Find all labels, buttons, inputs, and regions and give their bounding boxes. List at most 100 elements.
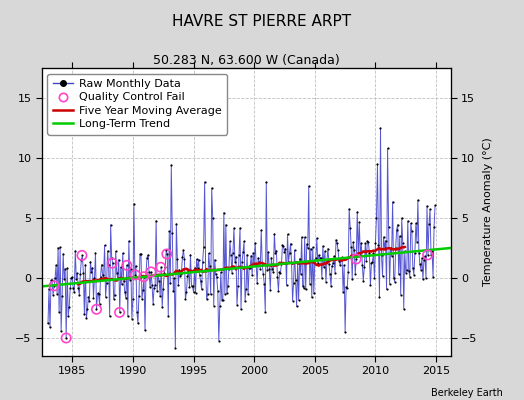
Point — [377, 252, 386, 258]
Point — [158, 304, 167, 310]
Point — [215, 303, 224, 309]
Point — [73, 270, 82, 276]
Point — [399, 240, 407, 246]
Point — [56, 244, 64, 250]
Point — [83, 306, 92, 312]
Point — [338, 254, 346, 260]
Point — [298, 234, 306, 240]
Point — [268, 266, 277, 272]
Point — [155, 278, 163, 284]
Point — [91, 250, 100, 256]
Point — [184, 268, 193, 274]
Point — [422, 275, 430, 281]
Point — [327, 283, 335, 289]
Point — [412, 220, 420, 226]
Point — [132, 262, 140, 269]
Point — [352, 256, 360, 262]
Point — [384, 145, 392, 152]
Point — [409, 265, 417, 271]
Point — [331, 269, 339, 276]
Point — [363, 238, 372, 244]
Point — [122, 295, 130, 301]
Point — [108, 260, 117, 266]
Point — [225, 266, 233, 272]
Point — [58, 293, 67, 299]
Point — [250, 261, 258, 267]
Point — [406, 274, 414, 280]
Point — [77, 257, 85, 263]
Point — [390, 278, 399, 285]
Point — [368, 259, 377, 266]
Point — [174, 282, 182, 288]
Point — [92, 306, 101, 312]
Point — [195, 272, 204, 278]
Point — [156, 293, 165, 299]
Point — [157, 264, 165, 270]
Point — [118, 250, 127, 256]
Point — [101, 242, 109, 248]
Point — [154, 272, 162, 278]
Point — [403, 218, 412, 224]
Point — [162, 251, 171, 257]
Point — [96, 274, 105, 280]
Point — [342, 284, 351, 290]
Point — [79, 269, 88, 276]
Point — [176, 272, 184, 279]
Point — [199, 259, 207, 266]
Point — [159, 286, 167, 292]
Point — [188, 283, 196, 289]
Point — [192, 256, 201, 262]
Point — [137, 250, 145, 257]
Point — [89, 294, 97, 301]
Point — [305, 280, 314, 287]
Point — [116, 309, 124, 316]
Point — [416, 261, 424, 268]
Point — [378, 273, 387, 279]
Point — [51, 275, 59, 281]
Point — [219, 297, 227, 304]
Point — [423, 203, 431, 209]
Point — [430, 224, 438, 230]
Point — [244, 291, 252, 298]
Point — [205, 263, 214, 269]
Point — [129, 296, 137, 302]
Point — [372, 214, 380, 221]
Point — [405, 268, 413, 274]
Point — [78, 252, 86, 258]
Point — [291, 277, 300, 284]
Point — [357, 240, 365, 246]
Point — [177, 270, 185, 277]
Point — [263, 267, 271, 273]
Point — [64, 313, 72, 319]
Point — [157, 264, 166, 270]
Point — [261, 309, 269, 315]
Point — [318, 275, 326, 281]
Point — [165, 228, 173, 234]
Point — [272, 247, 280, 254]
Point — [391, 245, 400, 252]
Point — [283, 231, 292, 238]
Point — [330, 253, 338, 259]
Point — [211, 257, 219, 263]
Point — [364, 239, 373, 246]
Point — [258, 262, 266, 268]
Point — [417, 266, 425, 273]
Point — [241, 298, 249, 304]
Point — [286, 250, 294, 256]
Point — [296, 256, 304, 262]
Point — [108, 260, 116, 266]
Point — [150, 284, 158, 291]
Point — [343, 285, 351, 292]
Point — [46, 324, 54, 331]
Point — [61, 266, 69, 272]
Point — [341, 329, 350, 335]
Point — [328, 263, 336, 269]
Point — [68, 274, 77, 280]
Point — [204, 250, 213, 256]
Point — [171, 344, 180, 351]
Point — [246, 264, 254, 271]
Point — [292, 303, 301, 310]
Point — [419, 276, 427, 282]
Point — [50, 283, 58, 289]
Point — [136, 251, 144, 258]
